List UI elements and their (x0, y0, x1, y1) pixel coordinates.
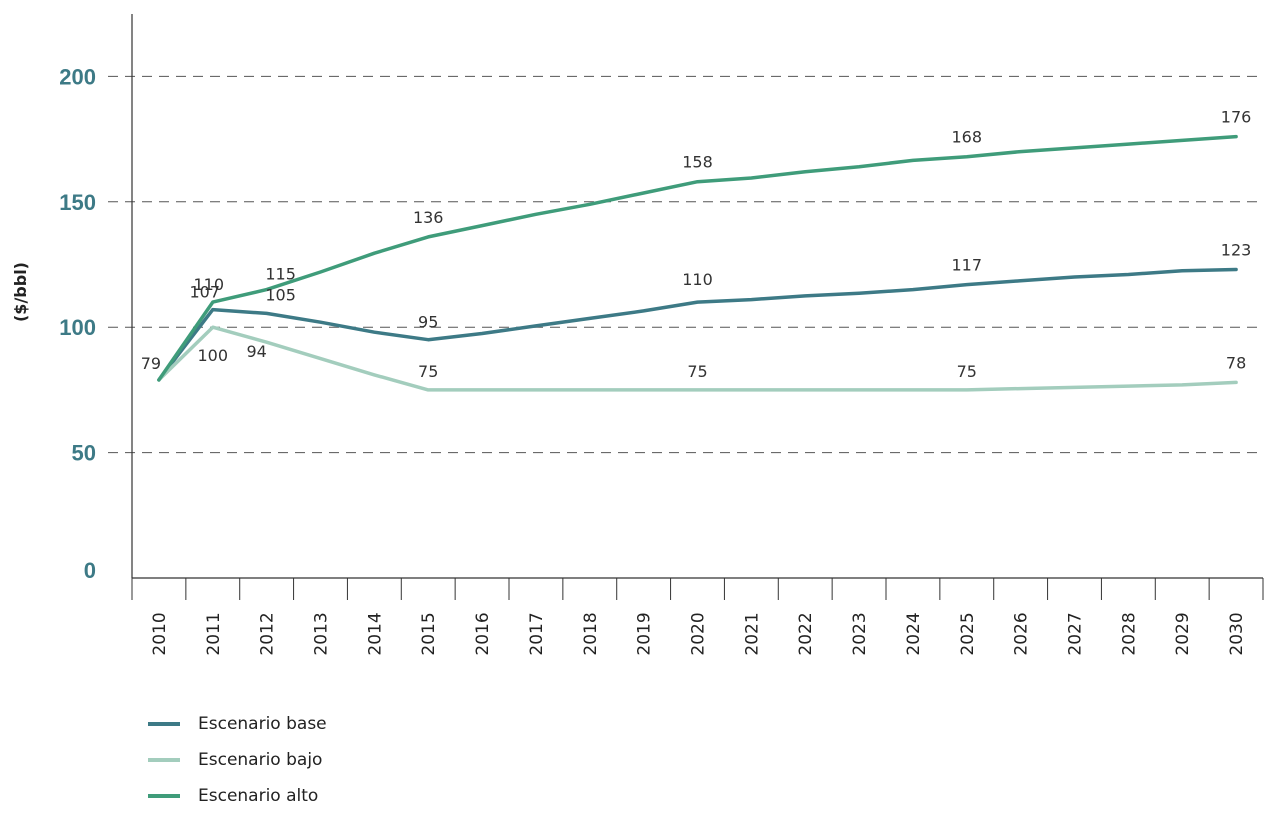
data-label: 110 (682, 270, 713, 289)
legend-swatch-alto (148, 794, 180, 798)
x-tick-label: 2025 (958, 612, 978, 655)
data-label: 110 (194, 275, 225, 294)
data-label: 115 (265, 265, 296, 284)
x-tick-label: 2011 (204, 612, 224, 655)
data-label: 123 (1221, 241, 1252, 260)
data-label: 158 (682, 153, 713, 172)
y-tick-label: 50 (72, 441, 96, 466)
x-tick-label: 2015 (419, 612, 439, 655)
data-label: 95 (418, 313, 438, 332)
data-label: 105 (265, 285, 296, 304)
x-tick-label: 2028 (1119, 612, 1139, 655)
legend-swatch-base (148, 722, 180, 726)
x-tick-label: 2016 (473, 612, 493, 655)
legend: Escenario base Escenario bajo Escenario … (148, 706, 327, 814)
x-tick-label: 2013 (312, 612, 332, 655)
data-label: 117 (952, 256, 983, 275)
x-tick-label: 2022 (796, 612, 816, 655)
x-tick-label: 2018 (581, 612, 601, 655)
x-tick-label: 2029 (1173, 612, 1193, 655)
x-tick-label: 2030 (1227, 612, 1247, 655)
x-tick-label: 2024 (904, 612, 924, 655)
series-line-2 (157, 134, 1238, 382)
axes: 0 50 100 150 200 2010 2011 2012 2013 2014 2015 2016… (59, 14, 1264, 656)
y-tick-label: 200 (59, 64, 96, 89)
x-tick-label: 2014 (365, 612, 385, 655)
x-tick-label: 2026 (1012, 612, 1032, 655)
x-tick-label: 2027 (1066, 612, 1086, 655)
data-label: 107 (190, 283, 221, 302)
y-axis-label: ($/bbl) (11, 262, 30, 322)
series-line-0 (157, 267, 1238, 382)
legend-label-alto: Escenario alto (198, 786, 319, 806)
legend-swatch-bajo (148, 758, 180, 762)
legend-label-bajo: Escenario bajo (198, 750, 323, 770)
data-label: 94 (246, 342, 266, 361)
data-label: 78 (1226, 353, 1246, 372)
data-label: 168 (952, 128, 983, 147)
data-label: 75 (957, 362, 977, 381)
x-tick-label: 2010 (150, 612, 170, 655)
data-labels: 79 107 105 95 110 117 123 100 94 75 75 75 78 110 115 13… (141, 108, 1252, 381)
data-label: 176 (1221, 108, 1252, 127)
legend-item-alto: Escenario alto (148, 778, 327, 814)
data-label: 100 (198, 346, 229, 365)
y-tick-label: 100 (59, 315, 96, 340)
x-tick-label: 2020 (689, 612, 709, 655)
y-tick-label: 0 (84, 558, 96, 583)
data-label: 75 (418, 362, 438, 381)
data-label: 136 (413, 208, 444, 227)
x-tick-label: 2021 (742, 612, 762, 655)
data-label: 79 (141, 354, 161, 373)
series-line-1 (157, 325, 1238, 392)
legend-label-base: Escenario base (198, 714, 327, 734)
x-tick-label: 2017 (527, 612, 547, 655)
x-tick-label: 2019 (635, 612, 655, 655)
legend-item-bajo: Escenario bajo (148, 742, 327, 778)
gridlines (108, 75, 1263, 454)
x-tick-label: 2012 (258, 612, 278, 655)
legend-item-base: Escenario base (148, 706, 327, 742)
x-tick-label: 2023 (850, 612, 870, 655)
data-label: 75 (687, 362, 707, 381)
y-tick-label: 150 (59, 190, 96, 215)
series-lines (157, 134, 1238, 392)
